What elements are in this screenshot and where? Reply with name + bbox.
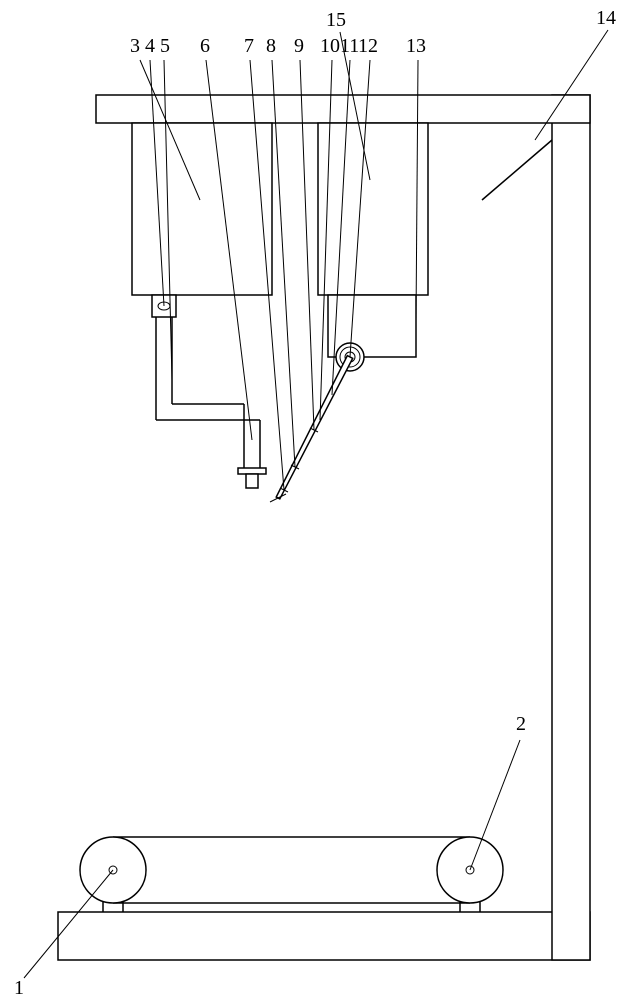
nozzle-tip bbox=[246, 474, 258, 488]
label-l3: 3 bbox=[130, 35, 140, 57]
label-l1: 1 bbox=[14, 977, 24, 999]
label-l9: 9 bbox=[294, 35, 304, 57]
label-l4: 4 bbox=[145, 35, 155, 57]
tank bbox=[132, 123, 272, 295]
motor-block bbox=[318, 123, 428, 295]
diagram-canvas: 123456789101112131415 bbox=[0, 0, 624, 1000]
right-post bbox=[552, 95, 590, 960]
top-beam bbox=[96, 95, 590, 123]
label-l10: 10 bbox=[320, 35, 340, 57]
nozzle-flange bbox=[238, 468, 266, 474]
label-l14: 14 bbox=[596, 7, 616, 29]
label-l15: 15 bbox=[326, 9, 346, 31]
base-plinth bbox=[58, 912, 590, 960]
label-l8: 8 bbox=[266, 35, 276, 57]
label-l12: 12 bbox=[358, 35, 378, 57]
label-l2: 2 bbox=[516, 713, 526, 735]
label-l6: 6 bbox=[200, 35, 210, 57]
label-l7: 7 bbox=[244, 35, 254, 57]
lever-arm bbox=[276, 356, 352, 499]
label-l5: 5 bbox=[160, 35, 170, 57]
label-l13: 13 bbox=[406, 35, 426, 57]
